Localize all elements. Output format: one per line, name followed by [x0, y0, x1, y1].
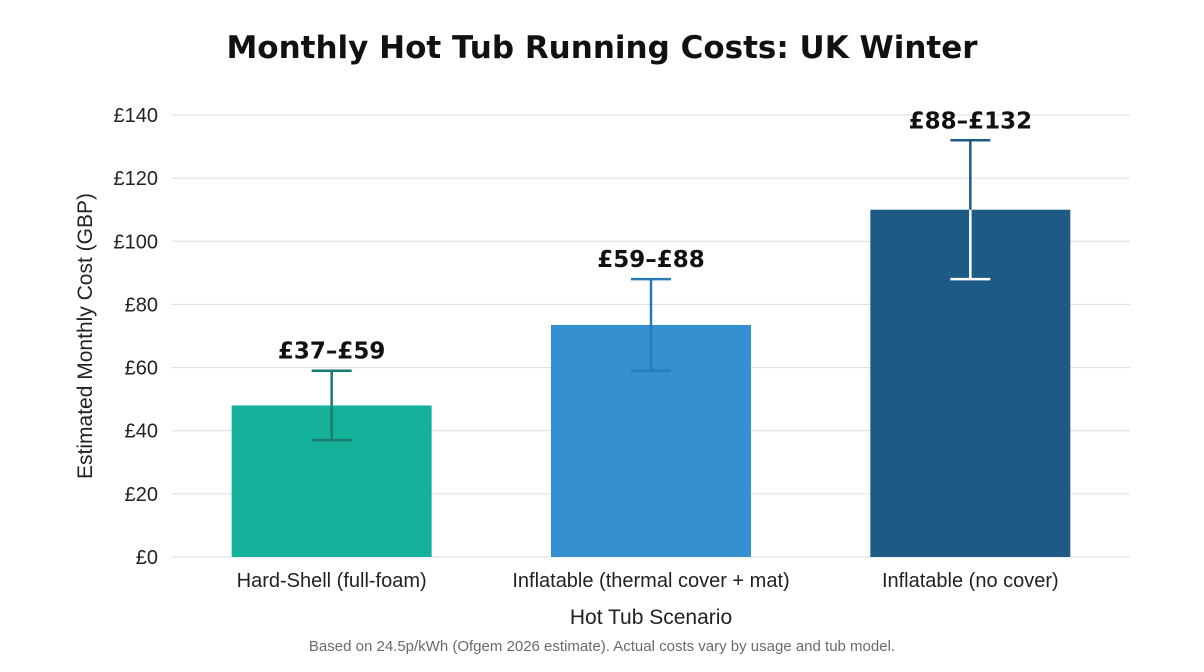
- y-tick-label: £60: [125, 358, 158, 380]
- x-tick-label: Inflatable (no cover): [882, 570, 1059, 592]
- data-label: £59–£88: [597, 247, 705, 273]
- x-axis-label: Hot Tub Scenario: [570, 606, 732, 629]
- x-tick-label: Hard-Shell (full-foam): [237, 570, 427, 592]
- y-tick-label: £80: [125, 294, 158, 316]
- chart-title: Monthly Hot Tub Running Costs: UK Winter: [226, 30, 978, 66]
- data-label: £37–£59: [278, 339, 386, 365]
- y-tick-label: £120: [114, 168, 159, 190]
- chart-footnote: Based on 24.5p/kWh (Ofgem 2026 estimate)…: [308, 638, 896, 655]
- y-axis-label: Estimated Monthly Cost (GBP): [74, 193, 97, 479]
- x-tick-label: Inflatable (thermal cover + mat): [512, 570, 789, 592]
- y-tick-label: £0: [136, 547, 158, 569]
- data-label: £88–£132: [909, 108, 1033, 134]
- y-tick-label: £100: [114, 231, 159, 253]
- y-tick-label: £40: [125, 421, 158, 443]
- y-tick-label: £140: [114, 105, 159, 127]
- y-tick-label: £20: [125, 484, 158, 506]
